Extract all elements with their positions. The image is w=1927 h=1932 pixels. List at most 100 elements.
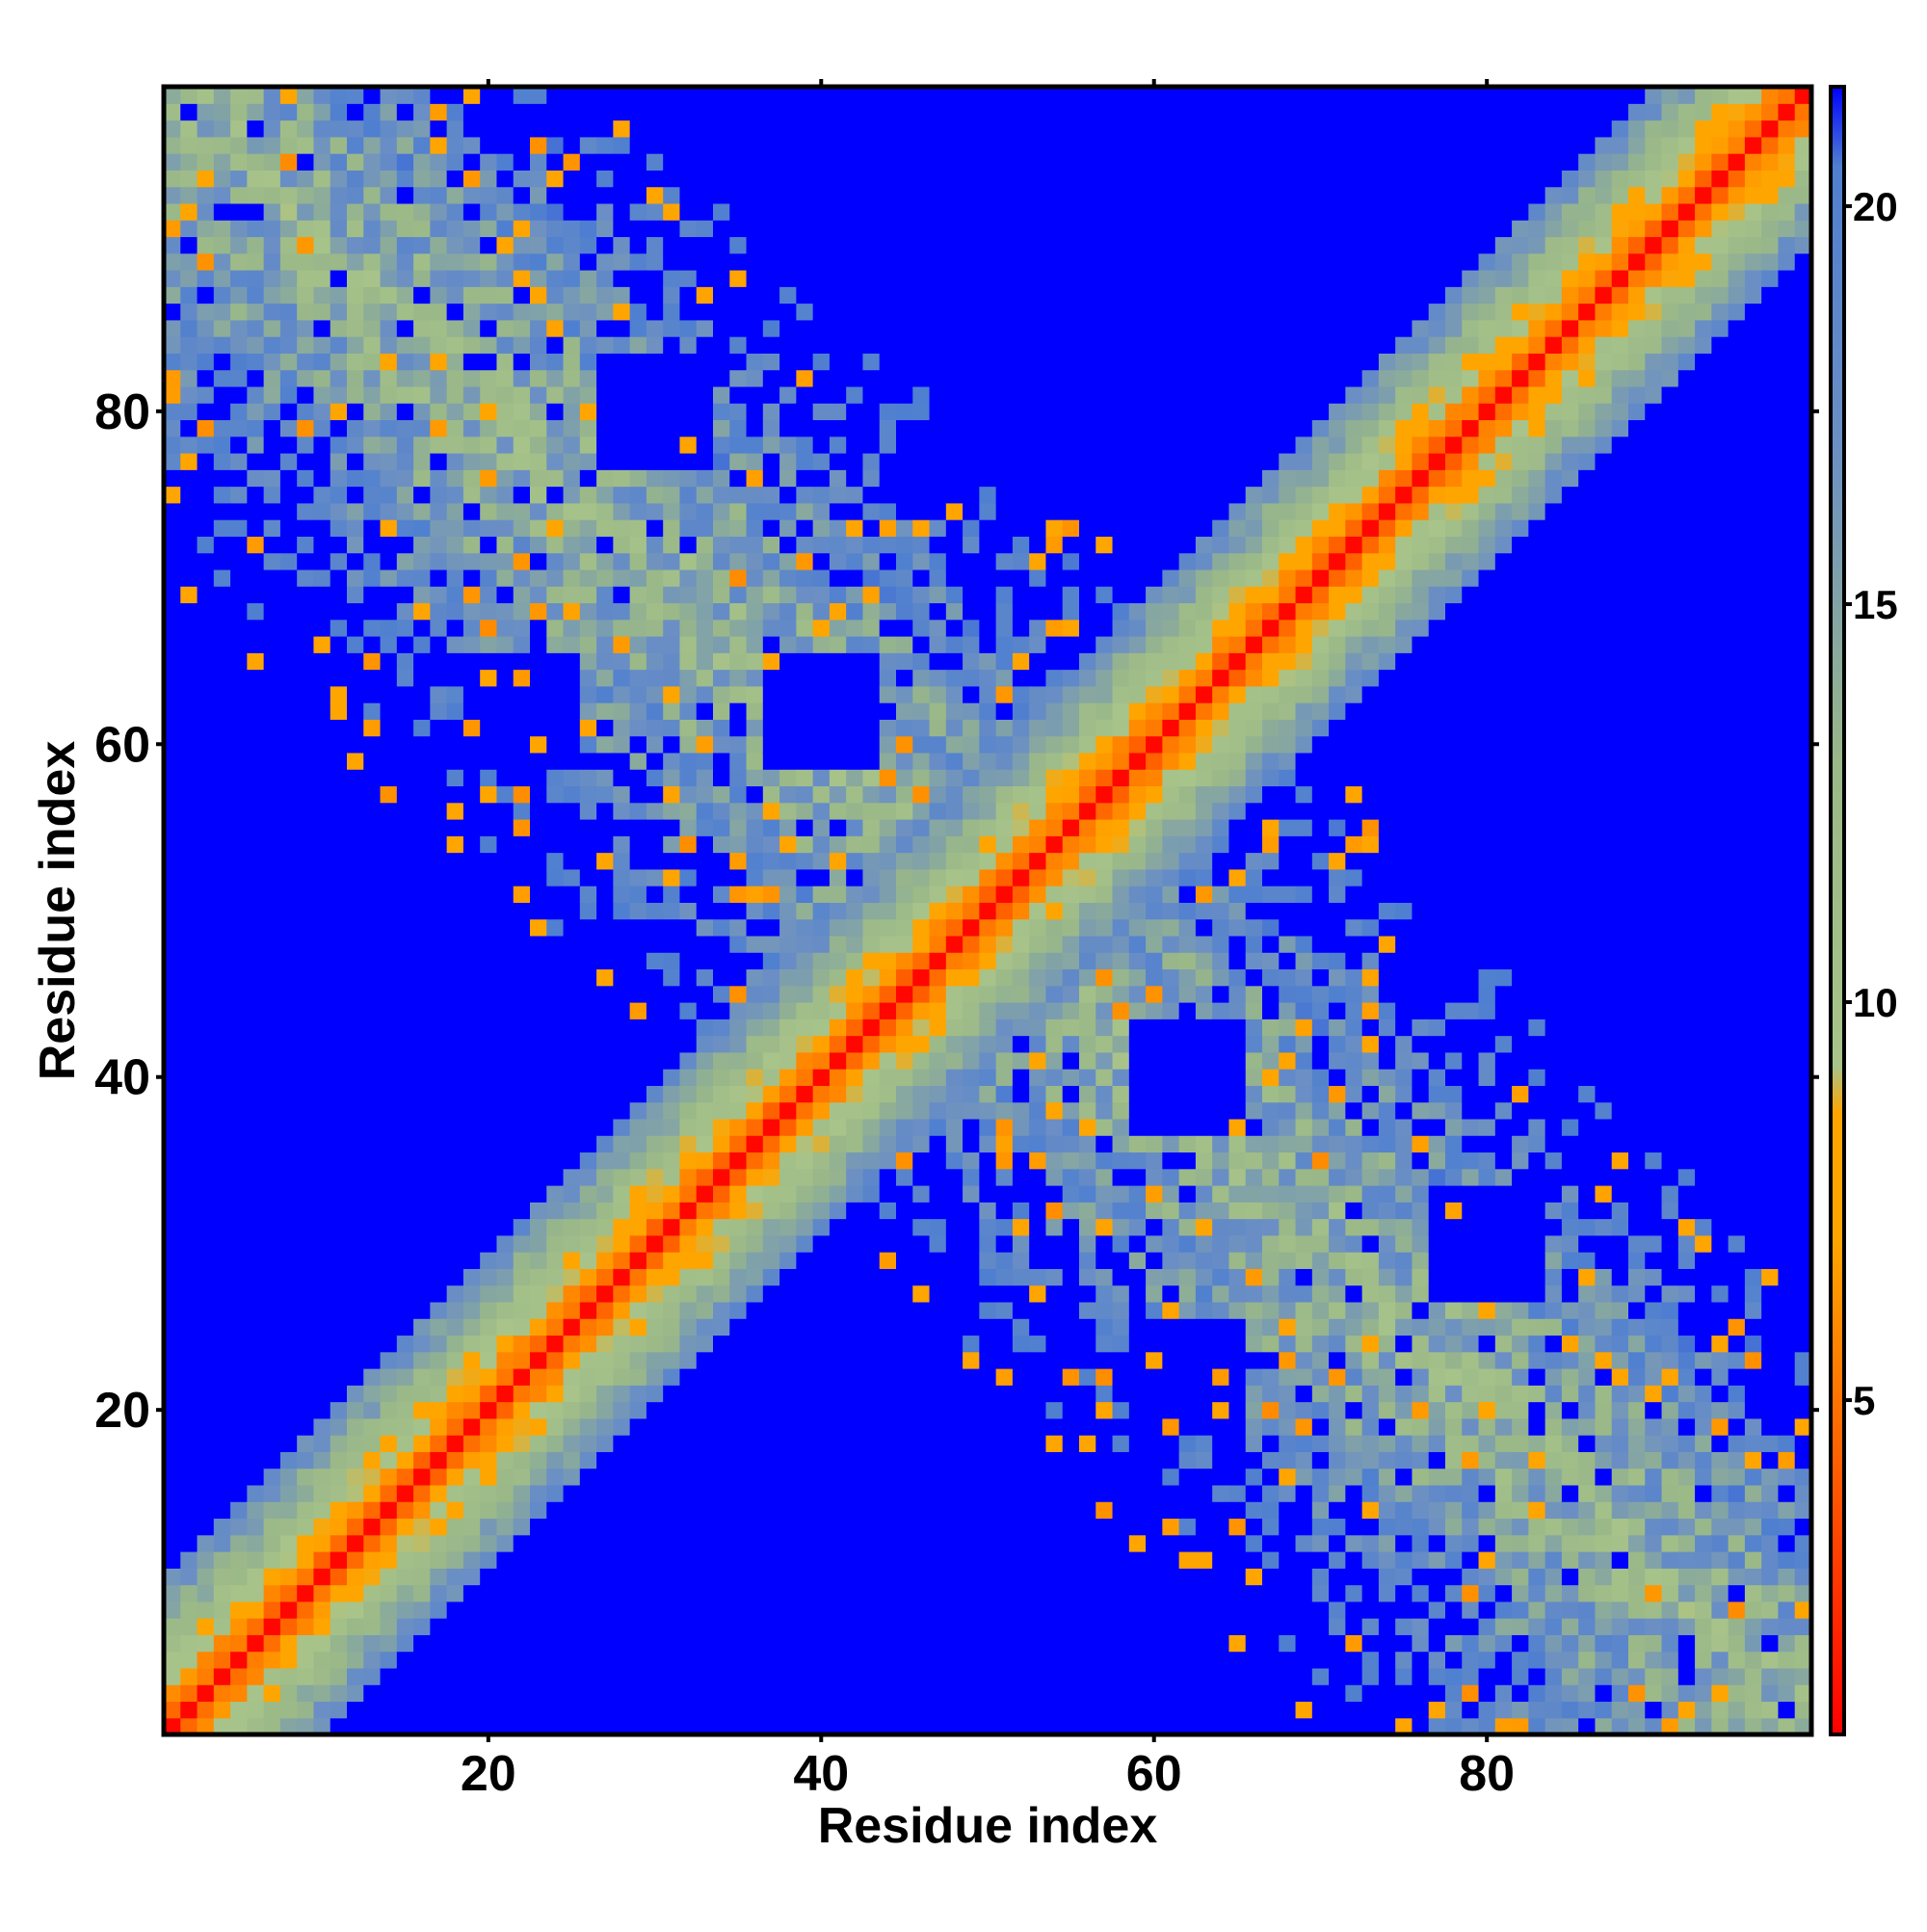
heatmap-cell	[713, 1468, 730, 1486]
heatmap-cell	[446, 186, 464, 204]
heatmap-cell	[629, 719, 647, 737]
heatmap-cell	[696, 902, 714, 920]
heatmap-cell	[513, 1218, 531, 1236]
heatmap-cell	[164, 469, 181, 488]
heatmap-cell	[713, 202, 730, 221]
heatmap-cell	[846, 453, 864, 470]
heatmap-cell	[945, 669, 964, 687]
heatmap-cell	[263, 236, 281, 254]
heatmap-cell	[796, 1468, 814, 1486]
heatmap-cell	[513, 735, 531, 754]
heatmap-cell	[596, 1135, 614, 1153]
heatmap-cell	[396, 353, 414, 371]
heatmap-cell	[929, 252, 947, 271]
heatmap-cell	[396, 702, 414, 720]
heatmap-cell	[963, 1701, 980, 1719]
heatmap-cell	[480, 619, 498, 637]
heatmap-cell	[979, 1268, 997, 1286]
heatmap-cell	[197, 835, 215, 854]
heatmap-cell	[496, 1667, 515, 1685]
heatmap-cell	[230, 1002, 248, 1019]
heatmap-cell	[596, 436, 614, 454]
heatmap-cell	[546, 652, 565, 671]
heatmap-cell	[247, 1085, 265, 1103]
heatmap-cell	[912, 336, 931, 354]
heatmap-cell	[846, 170, 864, 188]
heatmap-cell	[846, 1667, 864, 1685]
heatmap-cell	[363, 1601, 382, 1619]
heatmap-cell	[213, 336, 231, 354]
heatmap-cell	[929, 1551, 947, 1569]
heatmap-cell	[929, 569, 947, 587]
heatmap-cell	[546, 968, 565, 987]
heatmap-cell	[413, 1318, 431, 1337]
heatmap-cell	[480, 1451, 498, 1469]
heatmap-cell	[462, 1618, 481, 1635]
heatmap-cell	[247, 552, 265, 570]
heatmap-cell	[796, 186, 814, 204]
heatmap-cell	[696, 153, 714, 171]
heatmap-cell	[297, 602, 315, 621]
heatmap-cell	[663, 486, 681, 504]
heatmap-cell	[812, 103, 831, 121]
heatmap-cell	[263, 1268, 281, 1286]
heatmap-cell	[945, 1601, 964, 1619]
heatmap-cell	[979, 1667, 997, 1685]
heatmap-cell	[197, 536, 215, 554]
heatmap-cell	[746, 1634, 764, 1653]
heatmap-cell	[879, 186, 897, 204]
heatmap-cell	[945, 453, 964, 470]
heatmap-cell	[297, 436, 315, 454]
heatmap-cell	[613, 1484, 631, 1502]
heatmap-cell	[263, 1202, 281, 1220]
heatmap-cell	[629, 1301, 647, 1319]
heatmap-cell	[779, 968, 797, 987]
heatmap-cell	[663, 536, 681, 554]
heatmap-cell	[779, 103, 797, 121]
heatmap-cell	[164, 1234, 181, 1253]
heatmap-cell	[929, 1501, 947, 1520]
heatmap-cell	[929, 1118, 947, 1136]
heatmap-cell	[396, 1135, 414, 1153]
heatmap-cell	[164, 1151, 181, 1170]
heatmap-cell	[579, 968, 597, 987]
heatmap-cell	[912, 1417, 931, 1436]
heatmap-cell	[846, 886, 864, 903]
heatmap-cell	[696, 319, 714, 337]
heatmap-cell	[846, 1085, 864, 1103]
heatmap-cell	[530, 852, 547, 870]
heatmap-cell	[480, 1701, 498, 1719]
heatmap-cell	[380, 1101, 398, 1120]
heatmap-cell	[446, 602, 464, 621]
heatmap-cell	[413, 1335, 431, 1353]
heatmap-cell	[812, 1284, 831, 1303]
heatmap-cell	[330, 1601, 348, 1619]
heatmap-cell	[247, 1185, 265, 1203]
heatmap-cell	[413, 569, 431, 587]
heatmap-cell	[263, 270, 281, 287]
heatmap-cell	[430, 220, 448, 238]
heatmap-cell	[796, 1252, 814, 1269]
heatmap-cell	[363, 385, 382, 404]
heatmap-cell	[912, 236, 931, 254]
heatmap-cell	[929, 868, 947, 887]
heatmap-cell	[247, 952, 265, 970]
heatmap-cell	[796, 1318, 814, 1337]
heatmap-cell	[746, 968, 764, 987]
heatmap-cell	[480, 1069, 498, 1086]
heatmap-cell	[896, 802, 913, 820]
heatmap-cell	[462, 1118, 481, 1136]
heatmap-cell	[313, 536, 331, 554]
heatmap-cell	[979, 785, 997, 804]
heatmap-cell	[313, 552, 331, 570]
heatmap-cell	[945, 119, 964, 138]
heatmap-cell	[513, 586, 531, 604]
heatmap-cell	[713, 186, 730, 204]
heatmap-cell	[446, 1701, 464, 1719]
heatmap-cell	[862, 1234, 881, 1253]
heatmap-cell	[929, 636, 947, 653]
heatmap-cell	[762, 1002, 780, 1019]
heatmap-cell	[430, 153, 448, 171]
heatmap-cell	[896, 252, 913, 271]
heatmap-cell	[180, 835, 198, 854]
